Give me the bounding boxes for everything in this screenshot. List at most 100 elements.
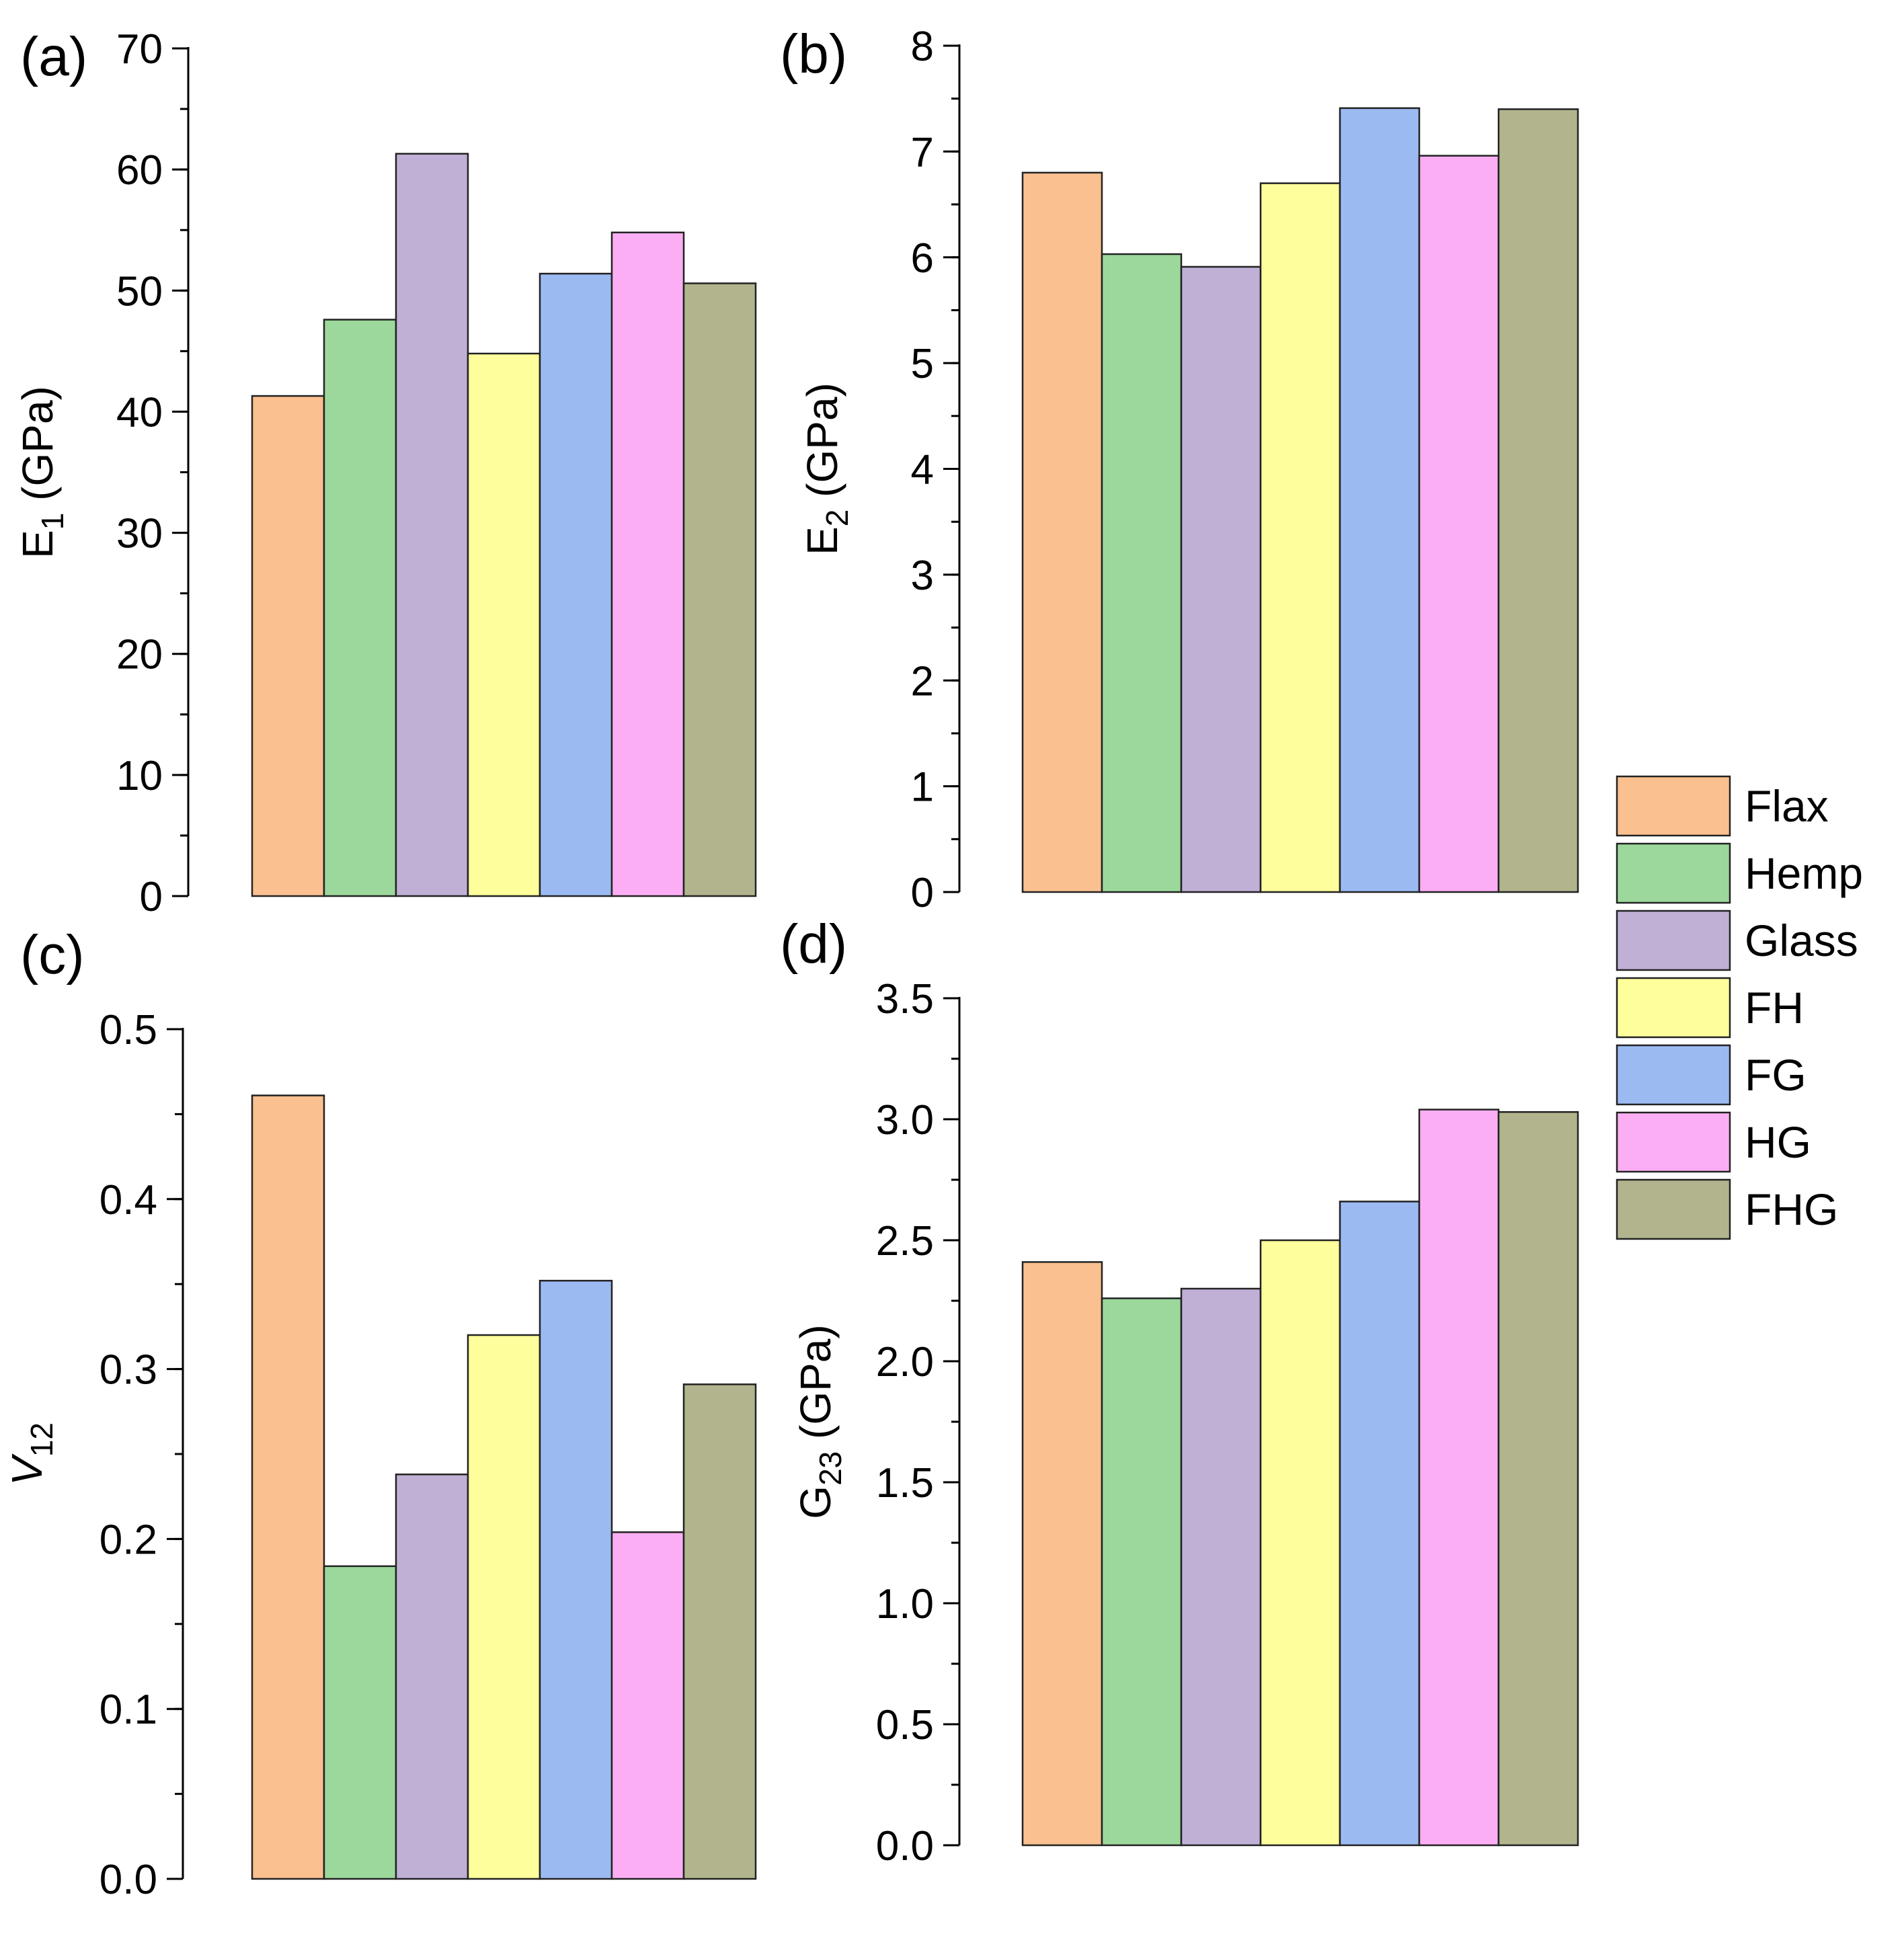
bar-hg [1418,155,1500,893]
y-tick-label: 4 [911,447,934,493]
y-tick-label: 1.0 [876,1581,934,1627]
y-tick-label: 0.0 [100,1857,157,1903]
y-axis-title-subscript: 1 [35,513,70,530]
panel-label: (b) [780,24,847,85]
y-axis-title-main: E [798,526,846,555]
legend-item-flax: Flax [1616,775,1829,837]
legend-label: FH [1745,983,1804,1033]
bar-flax [1021,171,1103,893]
bar-fh [1259,1239,1341,1847]
y-axis-title-subscript: 23 [813,1451,848,1486]
y-tick-label: 10 [116,753,163,799]
y-tick-label: 5 [911,341,934,387]
bar-flax [1021,1261,1103,1847]
y-tick-label: 3.0 [876,1097,934,1143]
legend-item-fg: FG [1616,1044,1807,1106]
bar-hemp [1101,1297,1183,1847]
y-tick-label: 7 [911,129,934,175]
bar-chart-panel-1: 0 10 20 30 40 50 60 70 (a) E1 (GPa) [13,26,757,920]
y-tick-label: 1 [911,764,934,811]
y-tick-label: 50 [116,268,163,315]
y-tick-label: 0 [140,874,163,920]
legend-swatch [1616,1111,1731,1173]
y-tick-label: 8 [911,24,934,70]
bar-glass [395,153,469,897]
y-axis-title: E1 (GPa) [13,386,70,559]
y-axis-title-unit: (GPa) [791,1324,840,1451]
legend-swatch [1616,977,1731,1039]
y-axis-title-main: V [3,1453,51,1486]
bar-glass [395,1474,469,1880]
legend-swatch [1616,1044,1731,1106]
legend-label: Flax [1745,781,1829,831]
y-tick-label: 0.5 [876,1702,934,1748]
bar-chart-panel-3: 0.0 0.1 0.2 0.3 0.4 0.5 (c) V12 [3,924,757,1903]
bar-fh [467,352,541,897]
y-tick-label: 3 [911,553,934,599]
y-tick-label: 0.5 [100,1007,157,1053]
legend-swatch [1616,910,1731,971]
legend-item-hemp: Hemp [1616,842,1863,904]
y-tick-label: 40 [116,389,163,436]
y-tick-label: 20 [116,632,163,678]
y-tick-label: 60 [116,147,163,194]
legend-label: FG [1745,1050,1807,1100]
legend-swatch [1616,1178,1731,1240]
y-axis-title-unit: (GPa) [13,386,62,512]
legend-item-fhg: FHG [1616,1178,1838,1240]
legend-item-fh: FH [1616,977,1804,1039]
bar-fh [467,1334,541,1880]
bar-fh [1259,182,1341,893]
bar-fg [1339,1201,1421,1847]
y-tick-label: 2.5 [876,1218,934,1264]
bar-hemp [1101,253,1183,893]
bar-flax [251,395,325,897]
y-axis-title-subscript: 2 [820,510,855,527]
legend-label: Hemp [1745,848,1863,898]
bar-glass [1180,1287,1262,1847]
panel-label: (d) [780,914,847,975]
y-axis-title-main: G [791,1486,840,1519]
bar-hemp [323,319,397,897]
bar-fhg [1497,108,1579,893]
bar-fhg [1497,1111,1579,1847]
panel-label: (c) [20,924,85,985]
y-axis-title-main: E [13,530,62,559]
legend: Flax Hemp Glass FH FG HG FHG [1616,775,1863,1240]
y-tick-label: 0.3 [100,1347,157,1394]
legend-swatch [1616,842,1731,904]
y-tick-label: 0.0 [876,1823,934,1869]
legend-swatch [1616,775,1731,837]
legend-label: Glass [1745,916,1858,965]
y-tick-label: 6 [911,235,934,282]
y-tick-label: 0 [911,870,934,916]
bar-fg [1339,107,1421,893]
bar-fhg [682,1383,757,1880]
y-axis-title: G23 (GPa) [791,1324,848,1519]
legend-label: FHG [1745,1184,1838,1234]
y-axis-title: E2 (GPa) [798,382,855,555]
bar-chart-panel-4: 0.0 0.5 1.0 1.5 2.0 2.5 3.0 3.5 (d) G23 (GPa) [780,914,1579,1869]
y-tick-label: 0.4 [100,1177,157,1223]
bar-hg [610,231,685,897]
bar-hg [610,1531,685,1880]
y-tick-label: 0.1 [100,1687,157,1733]
bar-flax [251,1094,325,1880]
bar-hemp [323,1565,397,1880]
bar-fhg [682,282,757,897]
y-axis-title: V12 [3,1422,59,1486]
y-tick-label: 2 [911,658,934,704]
legend-item-hg: HG [1616,1111,1811,1173]
legend-item-glass: Glass [1616,910,1858,971]
y-tick-label: 30 [116,511,163,557]
y-axis-title-subscript: 12 [24,1422,59,1457]
y-tick-label: 0.2 [100,1517,157,1563]
y-tick-label: 2.0 [876,1339,934,1385]
bar-fg [539,272,613,897]
bar-chart-panel-2: 0 1 2 3 4 5 6 7 8 (b) E2 (GPa) [780,24,1579,916]
y-tick-label: 70 [116,26,163,73]
bar-glass [1180,266,1262,893]
panel-label: (a) [20,26,87,87]
